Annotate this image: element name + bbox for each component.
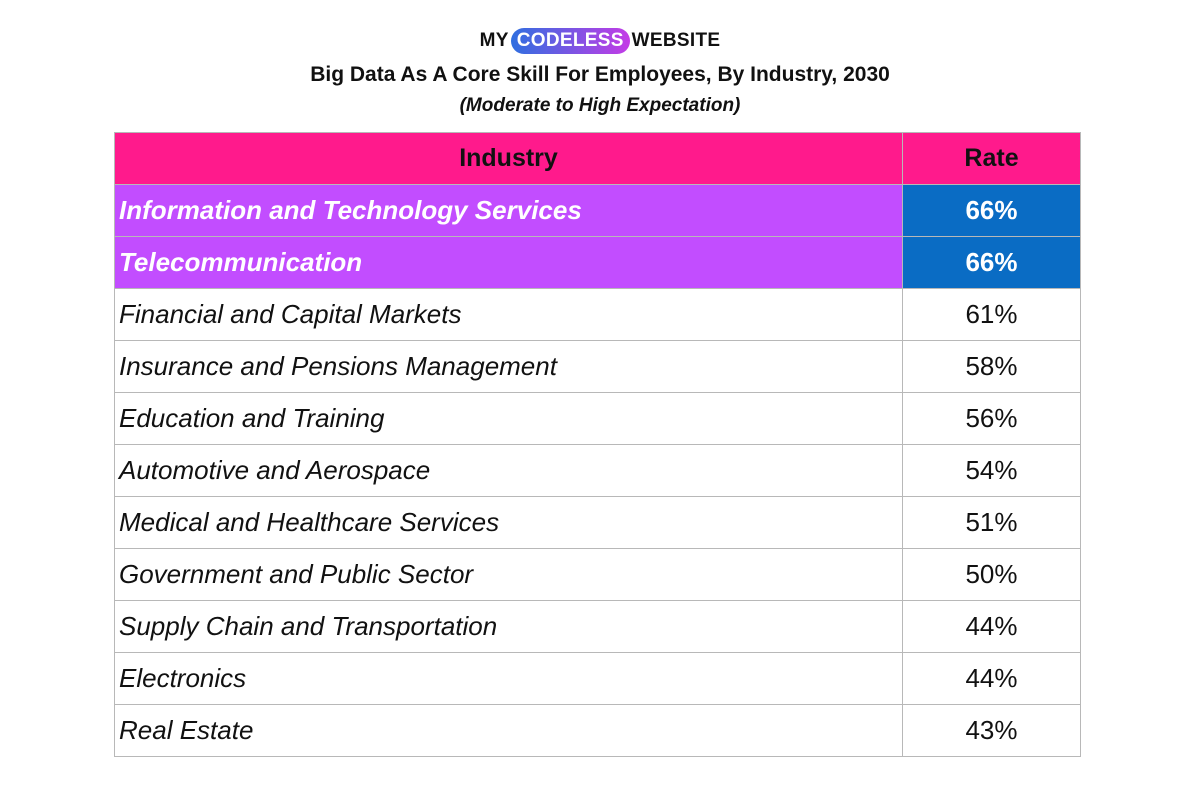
column-header-industry: Industry <box>114 132 903 185</box>
table-row: Information and Technology Services 66% <box>114 184 1081 237</box>
table-row: Automotive and Aerospace 54% <box>114 444 1081 497</box>
rate-cell: 61% <box>902 288 1081 341</box>
rate-cell: 51% <box>902 496 1081 549</box>
rate-cell: 66% <box>902 236 1081 289</box>
rate-cell: 50% <box>902 548 1081 601</box>
logo-highlight: CODELESS <box>510 28 630 54</box>
industry-cell: Telecommunication <box>114 236 903 289</box>
rate-cell: 43% <box>902 704 1081 757</box>
table-row: Education and Training 56% <box>114 392 1081 445</box>
table-row: Telecommunication 66% <box>114 236 1081 289</box>
chart-title: Big Data As A Core Skill For Employees, … <box>310 63 890 86</box>
industry-cell: Supply Chain and Transportation <box>114 600 903 653</box>
industry-cell: Financial and Capital Markets <box>114 288 903 341</box>
rate-cell: 44% <box>902 600 1081 653</box>
table-row: Supply Chain and Transportation 44% <box>114 600 1081 653</box>
table-row: Financial and Capital Markets 61% <box>114 288 1081 341</box>
column-header-rate: Rate <box>902 132 1081 185</box>
industry-cell: Information and Technology Services <box>114 184 903 237</box>
logo-prefix: MY <box>479 30 509 51</box>
industry-cell: Automotive and Aerospace <box>114 444 903 497</box>
brand-logo: MY CODELESS WEBSITE <box>0 27 1200 55</box>
rate-cell: 44% <box>902 652 1081 705</box>
rate-cell: 56% <box>902 392 1081 445</box>
industry-cell: Insurance and Pensions Management <box>114 340 903 393</box>
rate-cell: 54% <box>902 444 1081 497</box>
industry-cell: Real Estate <box>114 704 903 757</box>
industry-cell: Education and Training <box>114 392 903 445</box>
table-header-row: Industry Rate <box>114 132 1081 185</box>
industry-cell: Government and Public Sector <box>114 548 903 601</box>
industry-cell: Electronics <box>114 652 903 705</box>
rate-cell: 66% <box>902 184 1081 237</box>
table-body: Information and Technology Services 66% Te… <box>114 184 1081 757</box>
table-row: Medical and Healthcare Services 51% <box>114 496 1081 549</box>
table-row: Electronics 44% <box>114 652 1081 705</box>
industry-cell: Medical and Healthcare Services <box>114 496 903 549</box>
logo-suffix: WEBSITE <box>631 30 721 51</box>
table-row: Insurance and Pensions Management 58% <box>114 340 1081 393</box>
table-row: Government and Public Sector 50% <box>114 548 1081 601</box>
industry-rate-table: Industry Rate Information and Technology… <box>114 132 1081 757</box>
chart-subtitle: (Moderate to High Expectation) <box>459 95 741 116</box>
table-row: Real Estate 43% <box>114 704 1081 757</box>
rate-cell: 58% <box>902 340 1081 393</box>
